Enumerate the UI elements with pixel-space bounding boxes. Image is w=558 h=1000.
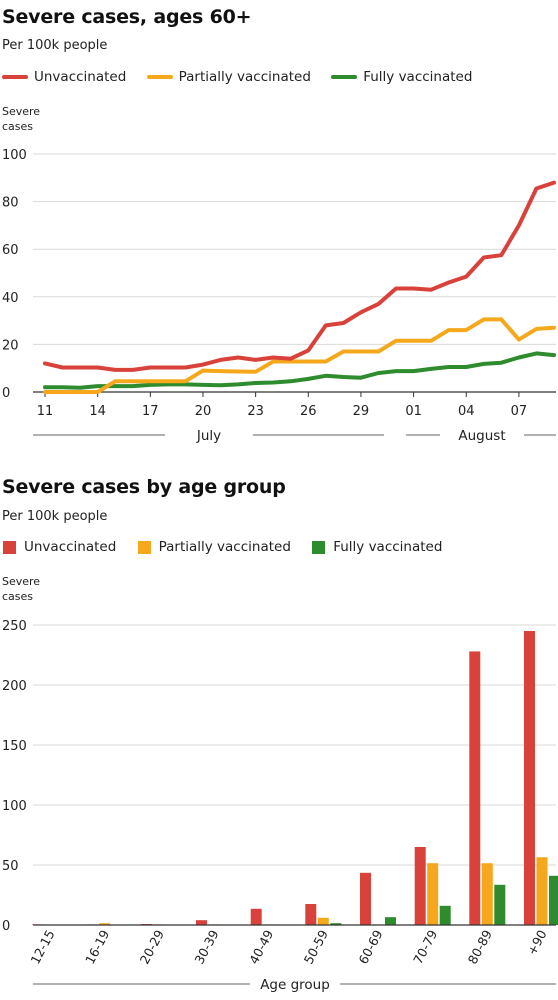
y-axis-label-line: Severe	[2, 105, 41, 118]
line-chart-plot: 0 20 40 60 80 100 11 14 17 20 23 26 29 01 04 07 July Augu…	[2, 148, 556, 444]
y-axis-label-line: cases	[2, 590, 34, 603]
bar-chart-plot: 0 50 100 150 200 250 12-15 16-19 20-29 30-39 40-49…	[2, 619, 558, 993]
legend-item-unvaccinated: Unvaccinated	[2, 69, 126, 85]
x-tick-label: 20-29	[137, 927, 167, 966]
x-tick-label: 60-69	[355, 927, 385, 966]
x-tick-label: 17	[142, 404, 159, 419]
x-tick-label: 14	[89, 404, 106, 419]
x-tick-label: 04	[458, 404, 475, 419]
x-tick-label: 12-15	[27, 927, 57, 966]
series-line-fully-vaccinated	[43, 351, 556, 390]
x-tick-label: 07	[511, 404, 528, 419]
bar-unvaccinated	[305, 904, 317, 925]
chart-subtitle: Per 100k people	[2, 38, 108, 53]
x-axis-label: Age group	[260, 977, 330, 993]
bar-unvaccinated	[524, 631, 535, 925]
bar-unvaccinated	[196, 920, 207, 925]
legend-label: Partially vaccinated	[158, 539, 291, 555]
x-tick-label: 50-59	[301, 927, 331, 966]
bar-partially-vaccinated	[481, 863, 493, 925]
bar-fully-vaccinated	[494, 884, 506, 925]
y-tick-label: 100	[2, 148, 27, 163]
legend-swatch-partially-vaccinated	[137, 540, 151, 554]
month-label: July	[196, 428, 221, 444]
y-axis-label: Severe cases	[2, 574, 40, 604]
legend-swatch-unvaccinated	[2, 75, 28, 79]
chart-legend: Unvaccinated Partially vaccinated Fully …	[2, 69, 488, 85]
y-axis-label-line: Severe	[2, 575, 41, 588]
x-tick-label: +90	[524, 927, 550, 957]
y-tick-label: 150	[2, 739, 27, 754]
x-tick-label: 40-49	[246, 927, 276, 966]
y-tick-label: 0	[2, 919, 10, 934]
bar-unvaccinated	[360, 872, 371, 925]
x-tick-label: 11	[37, 404, 54, 419]
legend-swatch-partially-vaccinated	[146, 75, 173, 79]
bar-partially-vaccinated	[317, 917, 329, 925]
chart-subtitle: Per 100k people	[2, 509, 108, 524]
y-tick-label: 250	[2, 619, 27, 634]
y-axis-label: Severe cases	[2, 104, 40, 134]
y-tick-label: 50	[2, 859, 19, 874]
bar-unvaccinated	[250, 908, 262, 925]
line-chart-panel: Severe cases, ages 60+ Per 100k people U…	[0, 0, 558, 458]
legend-item-partially-vaccinated: Partially vaccinated	[146, 69, 311, 85]
legend-label: Partially vaccinated	[178, 69, 311, 85]
legend-label: Fully vaccinated	[333, 539, 443, 555]
bar-fully-vaccinated	[549, 875, 558, 925]
x-tick-label: 16-19	[82, 927, 112, 966]
bar-unvaccinated	[414, 847, 426, 925]
x-tick-label: 20	[195, 404, 212, 419]
y-tick-label: 80	[2, 196, 19, 211]
y-tick-label: 60	[2, 243, 19, 258]
bar-fully-vaccinated	[439, 905, 451, 925]
legend-label: Fully vaccinated	[363, 69, 473, 85]
x-tick-label: 29	[353, 404, 370, 419]
x-tick-label: 70-79	[410, 927, 440, 966]
bar-partially-vaccinated	[99, 923, 111, 925]
y-tick-label: 200	[2, 679, 27, 694]
chart-legend: Unvaccinated Partially vaccinated Fully …	[2, 539, 458, 555]
legend-swatch-fully-vaccinated	[312, 540, 326, 554]
x-tick-label: 80-89	[465, 927, 495, 966]
y-tick-label: 100	[2, 799, 27, 814]
y-axis-label-line: cases	[2, 120, 34, 133]
bar-unvaccinated	[469, 651, 481, 925]
bar-partially-vaccinated	[536, 857, 548, 925]
month-label: August	[458, 428, 505, 444]
x-tick-label: 01	[405, 404, 422, 419]
legend-item-fully-vaccinated: Fully vaccinated	[331, 69, 472, 85]
bar-fully-vaccinated	[385, 917, 396, 925]
series-line-unvaccinated	[43, 180, 556, 372]
chart-title: Severe cases, ages 60+	[2, 6, 252, 28]
x-tick-label: 23	[247, 404, 264, 419]
legend-item-partially-vaccinated: Partially vaccinated	[137, 539, 291, 555]
y-tick-label: 20	[2, 338, 19, 353]
legend-label: Unvaccinated	[24, 539, 117, 555]
series-line-partially-vaccinated	[43, 317, 556, 394]
y-tick-label: 40	[2, 291, 19, 306]
x-tick-label: 30-39	[191, 927, 221, 966]
legend-swatch-unvaccinated	[3, 540, 16, 554]
legend-item-unvaccinated: Unvaccinated	[2, 539, 116, 555]
legend-label: Unvaccinated	[34, 69, 127, 85]
chart-title: Severe cases by age group	[2, 476, 286, 498]
y-tick-label: 0	[2, 386, 10, 401]
bar-chart-panel: Severe cases by age group Per 100k peopl…	[0, 468, 558, 1000]
x-tick-label: 26	[300, 404, 317, 419]
legend-item-fully-vaccinated: Fully vaccinated	[311, 539, 442, 555]
bar-partially-vaccinated	[427, 863, 439, 925]
legend-swatch-fully-vaccinated	[331, 75, 358, 79]
bar-fully-vaccinated	[330, 923, 342, 925]
